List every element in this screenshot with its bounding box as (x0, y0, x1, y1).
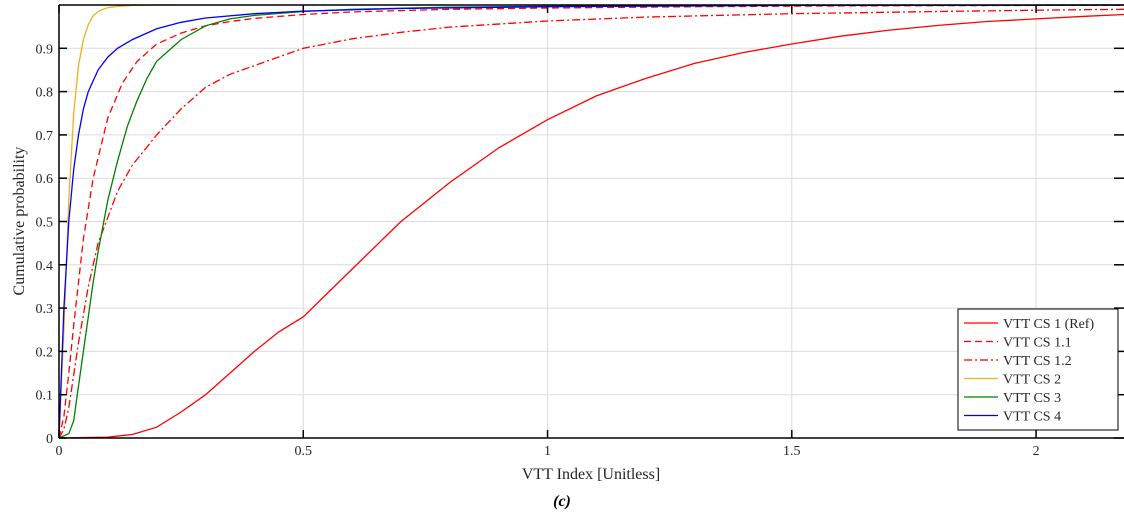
y-tick-label: 0.2 (36, 345, 54, 360)
y-tick-label: 0.8 (36, 86, 54, 101)
figure-caption: (c) (553, 493, 571, 510)
y-tick-label: 0.6 (36, 172, 54, 187)
y-tick-label: 0.3 (36, 302, 54, 317)
x-axis-label: VTT Index [Unitless] (522, 466, 660, 483)
y-tick-label: 0.7 (36, 129, 54, 144)
y-tick-label: 0.4 (36, 259, 54, 274)
x-tick-label: 2 (1033, 444, 1040, 459)
axes (58, 4, 1124, 439)
series-line-1 (58, 13, 1124, 439)
legend-box (957, 308, 1119, 431)
series-line-6 (58, 4, 1124, 439)
x-tick-label: 0 (56, 444, 63, 459)
y-tick-label: 0.1 (36, 389, 54, 404)
legend: VTT CS 1 (Ref) VTT CS 1.1 VTT CS 1.2 VTT CS… (957, 308, 1119, 431)
tick-labels: 0 0.5 1 1.5 2 0 0.1 0.2 0.3 0.4 0.5 0.6 0.7 0.8 0.9 (36, 42, 1040, 459)
series-line-2 (58, 4, 1124, 439)
x-tick-label: 0.5 (295, 444, 313, 459)
legend-label: VTT CS 2 (1003, 373, 1061, 388)
legend-label: VTT CS 1 (Ref) (1003, 317, 1094, 332)
series-layer (58, 4, 1124, 439)
legend-label: VTT CS 1.1 (1003, 336, 1072, 351)
y-axis-label: Cumulative probability (11, 147, 28, 296)
y-tick-label: 0.5 (36, 216, 54, 231)
grid-lines (59, 5, 1124, 438)
legend-label: VTT CS 1.2 (1003, 354, 1072, 369)
y-tick-label: 0 (46, 432, 53, 447)
y-tick-label: 0.9 (36, 42, 54, 57)
series-line-3 (58, 8, 1124, 439)
legend-label: VTT CS 4 (1003, 410, 1061, 425)
legend-label: VTT CS 3 (1003, 391, 1061, 406)
x-tick-label: 1.5 (783, 444, 801, 459)
x-tick-label: 1 (544, 444, 551, 459)
